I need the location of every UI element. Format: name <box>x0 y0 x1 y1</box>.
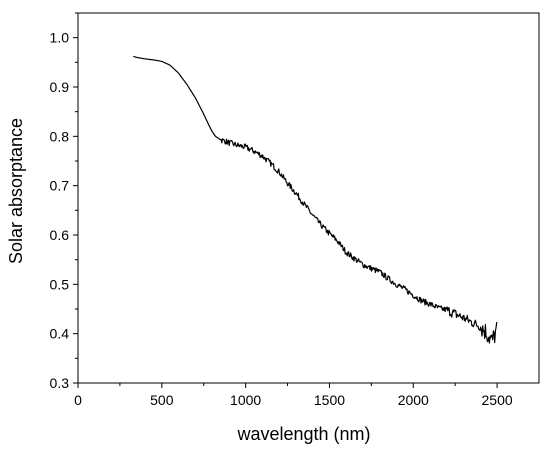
y-tick-label: 0.7 <box>50 178 70 194</box>
y-tick-label: 0.6 <box>50 227 70 243</box>
x-tick-label: 1500 <box>314 392 345 408</box>
x-tick-label: 2000 <box>398 392 429 408</box>
y-tick-label: 0.9 <box>50 79 70 95</box>
y-tick-label: 0.4 <box>50 326 70 342</box>
y-tick-label: 0.8 <box>50 128 70 144</box>
y-tick-label: 1.0 <box>50 30 70 46</box>
y-tick-label: 0.5 <box>50 276 70 292</box>
y-axis-title: Solar absorptance <box>6 118 26 264</box>
y-tick-label: 0.3 <box>50 375 70 391</box>
data-series-line <box>133 55 498 344</box>
x-tick-label: 1000 <box>230 392 261 408</box>
plot-frame <box>77 12 540 384</box>
x-tick-label: 500 <box>150 392 174 408</box>
x-tick-label: 0 <box>74 392 82 408</box>
x-tick-label: 2500 <box>482 392 513 408</box>
x-axis-title: wavelength (nm) <box>236 424 370 444</box>
